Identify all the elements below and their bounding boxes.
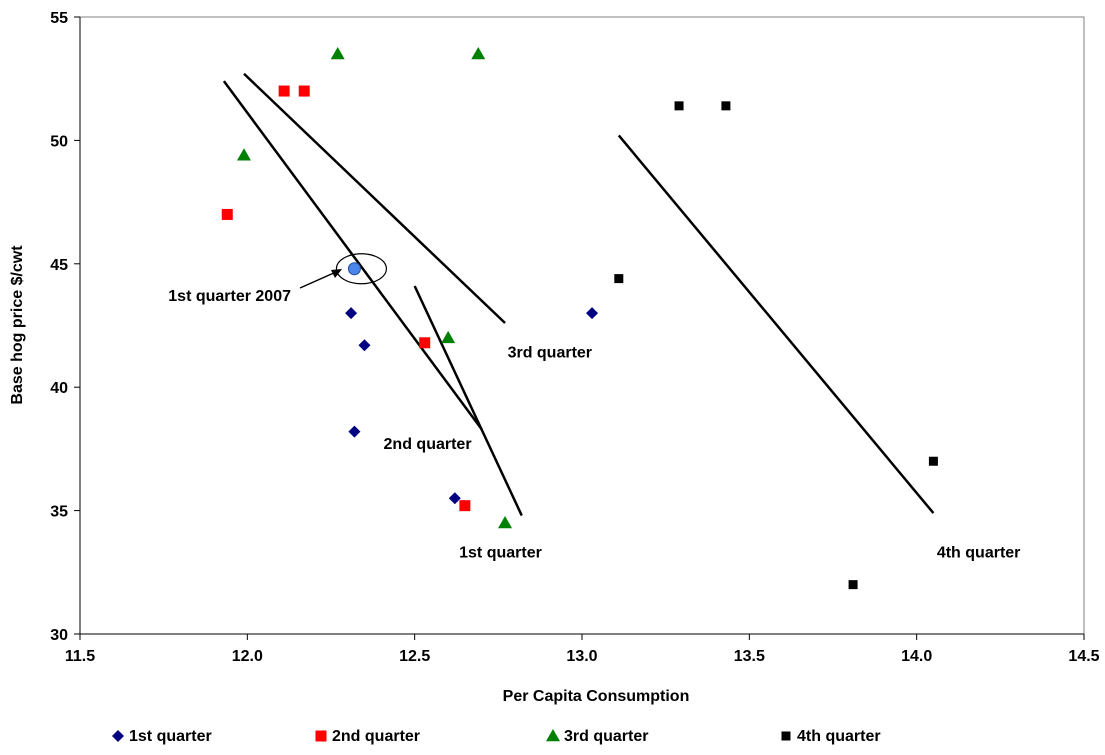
data-point bbox=[330, 47, 345, 60]
legend-marker bbox=[112, 730, 124, 742]
y-tick-label: 55 bbox=[50, 10, 68, 27]
data-point bbox=[448, 492, 461, 505]
highlight-label: 1st quarter 2007 bbox=[168, 288, 291, 305]
plot-border bbox=[79, 16, 1085, 635]
data-point bbox=[586, 307, 599, 320]
legend-marker bbox=[546, 729, 560, 742]
legend-label: 1st quarter bbox=[129, 728, 212, 745]
data-point bbox=[614, 274, 624, 284]
x-tick-label: 14.0 bbox=[901, 648, 932, 665]
x-axis-title: Per Capita Consumption bbox=[503, 688, 690, 705]
x-axis: 11.5 12.0 12.5 13.0 13.5 14.0 14.5 bbox=[65, 634, 1100, 665]
x-tick-label: 14.5 bbox=[1068, 648, 1099, 665]
highlight-ellipse bbox=[335, 253, 388, 285]
trend-label: 2nd quarter bbox=[384, 436, 472, 453]
highlight-point bbox=[347, 262, 361, 276]
plot-frame bbox=[79, 16, 1085, 635]
legend-label: 2nd quarter bbox=[332, 728, 420, 745]
annotations: 1st quarter 2007 1st quarter 2nd quarter 3r… bbox=[168, 253, 1021, 561]
legend-label: 3rd quarter bbox=[564, 728, 648, 745]
x-tick-label: 12.5 bbox=[399, 648, 430, 665]
data-point bbox=[348, 425, 361, 438]
data-point bbox=[928, 456, 938, 466]
data-point bbox=[345, 307, 358, 320]
highlight-arrow bbox=[299, 271, 337, 289]
data-point bbox=[498, 515, 513, 529]
y-tick-label: 35 bbox=[50, 504, 68, 521]
arrow-head-icon bbox=[331, 269, 342, 278]
data-point bbox=[459, 500, 471, 512]
data-point bbox=[674, 101, 684, 111]
legend: 1st quarter 2nd quarter 3rd quarter 4th qua… bbox=[112, 728, 881, 745]
data-point bbox=[358, 339, 371, 352]
data-point bbox=[221, 208, 233, 220]
x-tick-label: 11.5 bbox=[65, 648, 95, 665]
x-tick-label: 13.0 bbox=[566, 648, 597, 665]
x-tick-label: 12.0 bbox=[232, 648, 263, 665]
y-tick-label: 30 bbox=[50, 627, 68, 644]
data-point bbox=[848, 580, 858, 590]
trend-line bbox=[243, 72, 506, 324]
trend-line bbox=[413, 285, 523, 517]
data-point bbox=[441, 330, 456, 344]
trend-line bbox=[617, 134, 935, 514]
y-axis-title: Base hog price $/cwt bbox=[9, 245, 26, 405]
data-point bbox=[298, 85, 310, 97]
y-tick-label: 50 bbox=[50, 133, 68, 150]
trend-lines bbox=[222, 72, 935, 517]
legend-marker bbox=[781, 731, 791, 741]
data-point bbox=[721, 101, 731, 111]
legend-label: 4th quarter bbox=[797, 728, 881, 745]
trend-label: 1st quarter bbox=[459, 544, 542, 561]
data-points bbox=[221, 47, 938, 590]
x-tick-label: 13.5 bbox=[734, 648, 765, 665]
trend-label: 4th quarter bbox=[937, 544, 1021, 561]
data-point bbox=[278, 85, 290, 97]
data-point bbox=[471, 47, 486, 60]
y-tick-label: 45 bbox=[50, 257, 68, 274]
y-axis: 30 35 40 45 50 55 bbox=[50, 10, 80, 644]
data-point bbox=[236, 148, 251, 161]
legend-marker bbox=[315, 730, 327, 742]
trend-label: 3rd quarter bbox=[508, 345, 592, 362]
y-tick-label: 40 bbox=[50, 380, 68, 397]
data-point bbox=[419, 337, 431, 349]
